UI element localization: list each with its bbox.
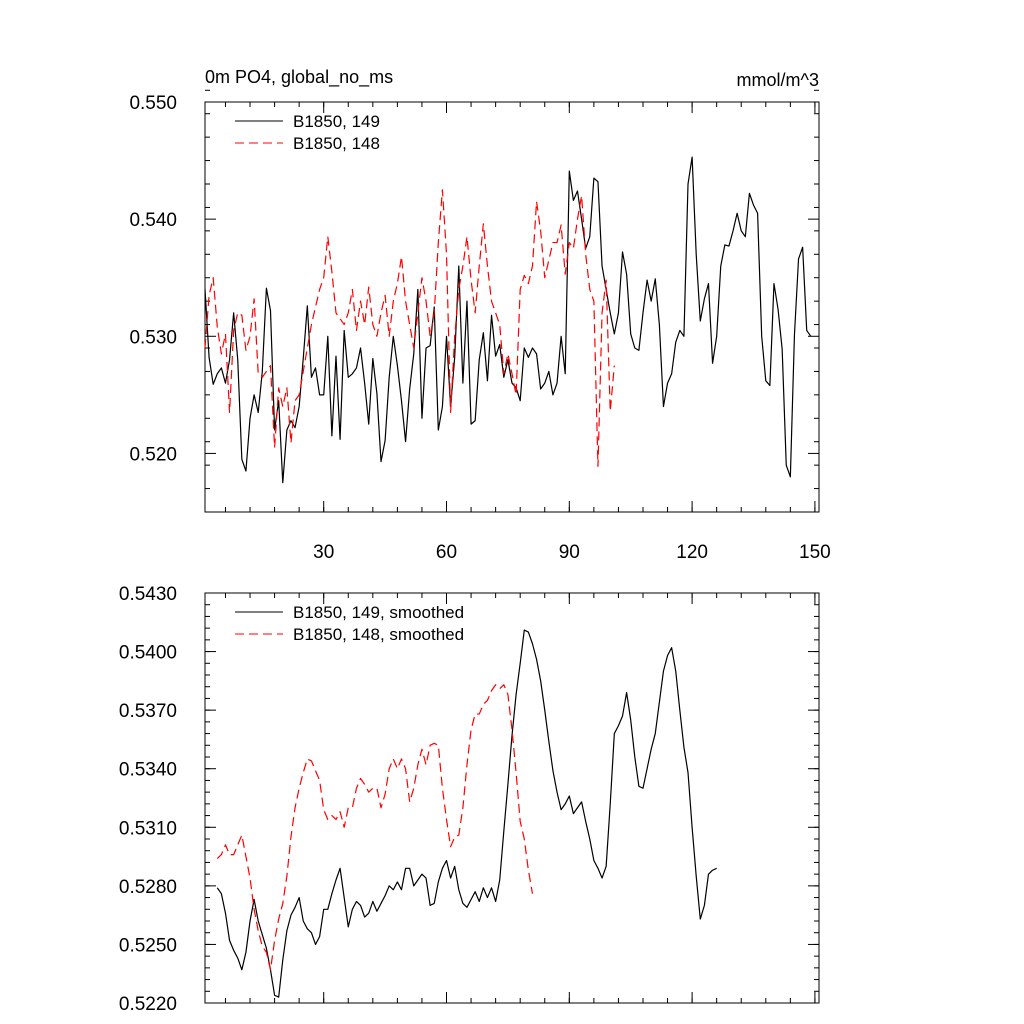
top-legend: B1850, 149 B1850, 148 [235, 112, 380, 153]
top-plot-frame [204, 101, 820, 513]
bottom-y-tick-label: 0.5430 [119, 584, 177, 605]
top-x-tick-label: 30 [313, 542, 334, 563]
top-panel: 0m PO4, global_no_ms mmol/m^3 B1850, 149… [129, 67, 830, 563]
top-x-tick-label: 90 [559, 542, 580, 563]
top-title-left: 0m PO4, global_no_ms [205, 67, 393, 88]
bottom-y-tick-label: 0.5280 [119, 877, 177, 898]
legend-label-148: B1850, 148 [293, 134, 380, 153]
bottom-y-tick-label: 0.5250 [119, 935, 177, 956]
top-y-tick-label: 0.520 [129, 444, 177, 465]
bottom-panel: B1850, 149, smoothed B1850, 148, smoothe… [119, 584, 820, 1015]
bottom-y-tick-label: 0.5400 [119, 643, 177, 664]
legend-label-149-smoothed: B1850, 149, smoothed [293, 603, 464, 622]
bottom-series-line-148 [216, 684, 534, 971]
legend-label-149: B1850, 149 [293, 112, 380, 131]
bottom-y-tick-label: 0.5370 [119, 701, 177, 722]
bottom-plot-frame [204, 592, 820, 1004]
bottom-series-line-149 [216, 629, 717, 998]
top-series-line-148 [204, 189, 615, 467]
bottom-legend: B1850, 149, smoothed B1850, 148, smoothe… [235, 603, 464, 644]
bottom-y-tick-label: 0.5310 [119, 818, 177, 839]
top-y-tick-label: 0.540 [129, 210, 177, 231]
top-x-tick-label: 120 [676, 542, 708, 563]
top-series-line-149 [204, 156, 812, 484]
top-x-tick-label: 150 [799, 542, 831, 563]
legend-label-148-smoothed: B1850, 148, smoothed [293, 625, 464, 644]
bottom-y-tick-label: 0.5220 [119, 994, 177, 1015]
top-y-tick-label: 0.550 [129, 93, 177, 114]
top-title-right: mmol/m^3 [737, 70, 819, 90]
top-x-tick-label: 60 [436, 542, 457, 563]
top-y-tick-label: 0.530 [129, 327, 177, 348]
bottom-y-tick-label: 0.5340 [119, 760, 177, 781]
